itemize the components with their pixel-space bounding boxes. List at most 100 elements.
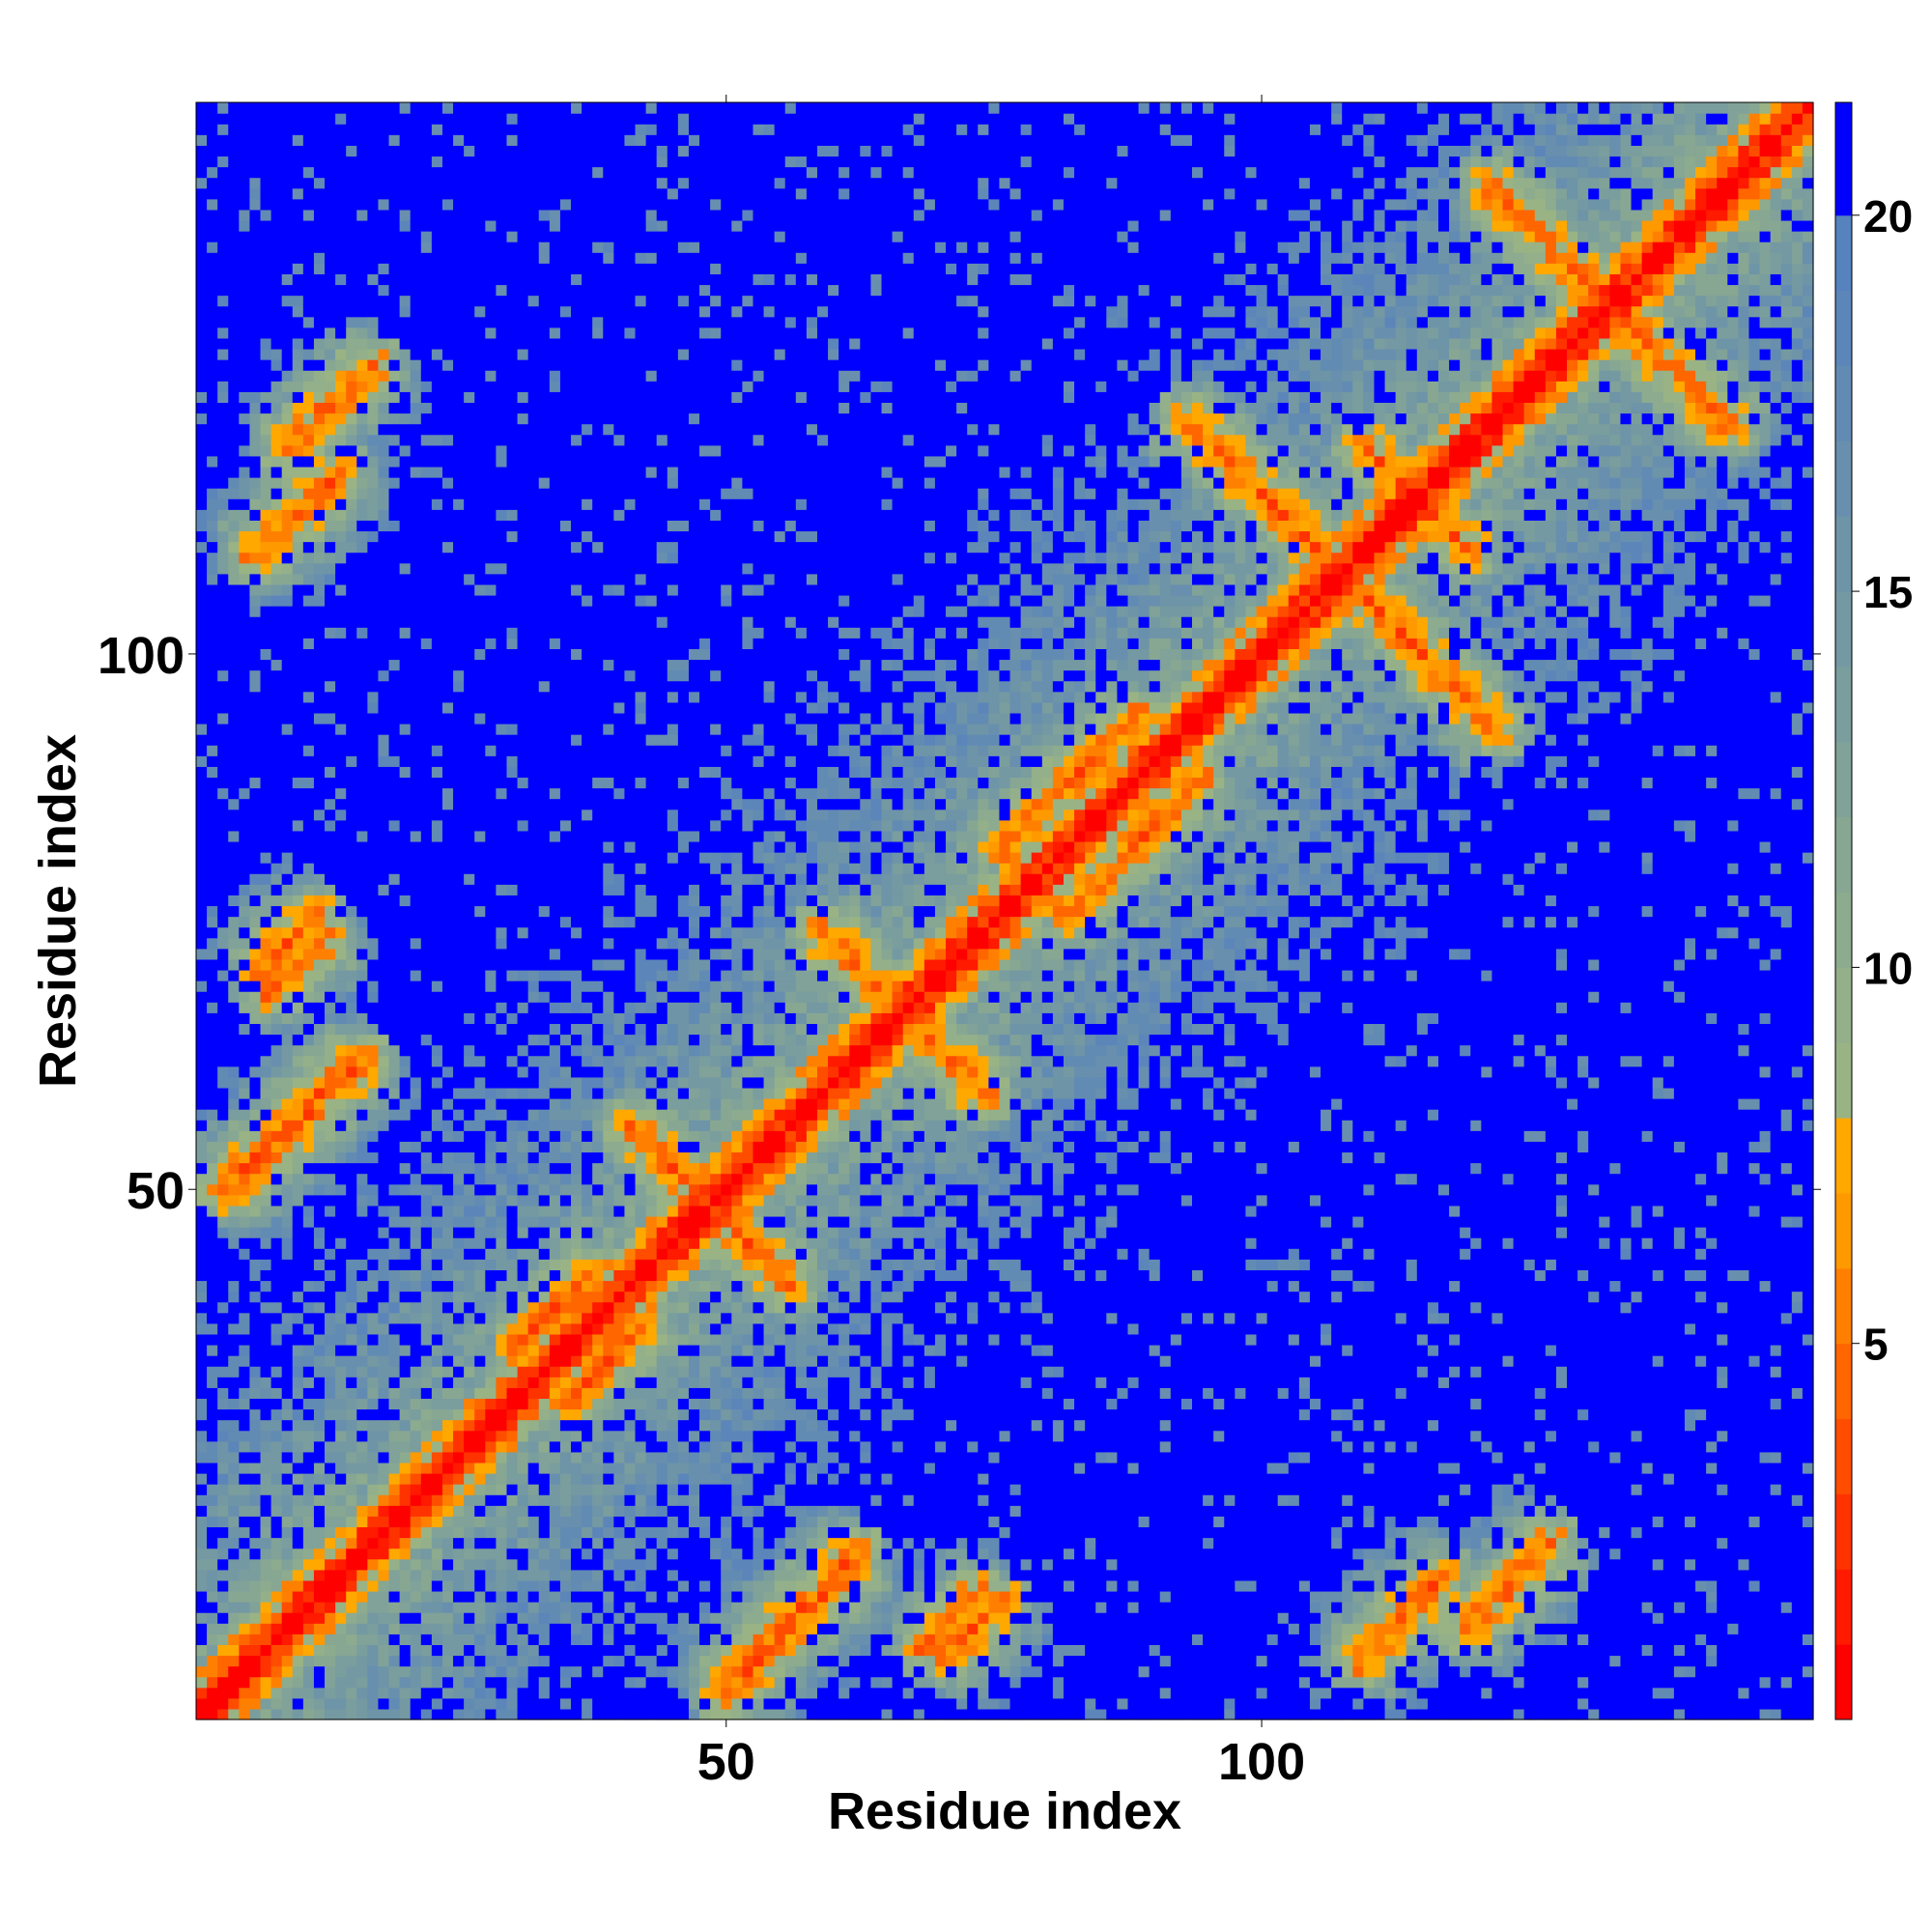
heatmap-cell <box>281 884 294 895</box>
heatmap-cell <box>485 1248 497 1260</box>
heatmap-cell <box>464 616 475 628</box>
heatmap-cell <box>196 1602 208 1613</box>
heatmap-cell <box>485 305 497 318</box>
heatmap-cell <box>260 1344 272 1356</box>
heatmap-cell <box>378 1120 390 1131</box>
heatmap-cell <box>217 627 229 639</box>
heatmap-cell <box>260 1408 272 1421</box>
heatmap-cell <box>538 648 551 661</box>
heatmap-cell <box>302 659 315 671</box>
heatmap-cell <box>420 1602 433 1613</box>
heatmap-cell <box>464 423 475 436</box>
heatmap-cell <box>356 134 368 146</box>
heatmap-cell <box>346 1579 357 1592</box>
heatmap-cell <box>281 252 294 264</box>
heatmap-cell <box>410 1537 422 1549</box>
heatmap-cell <box>367 1451 380 1463</box>
heatmap-cell <box>464 787 475 800</box>
heatmap-cell <box>378 1687 390 1699</box>
heatmap-cell <box>420 1012 433 1025</box>
heatmap-cell <box>388 895 401 907</box>
heatmap-cell <box>441 1322 454 1335</box>
heatmap-cell <box>378 316 390 328</box>
heatmap-cell <box>388 627 401 639</box>
heatmap-cell <box>420 583 433 596</box>
heatmap-cell <box>239 969 251 981</box>
heatmap-cell <box>249 370 262 382</box>
heatmap-cell <box>485 381 497 392</box>
heatmap-cell <box>313 273 326 286</box>
heatmap-cell <box>388 1333 401 1346</box>
heatmap-cell <box>292 755 304 767</box>
heatmap-cell <box>302 1634 315 1645</box>
heatmap-cell <box>441 1183 454 1196</box>
heatmap-cell <box>270 488 283 499</box>
heatmap-cell <box>346 466 357 478</box>
heatmap-cell <box>464 809 475 821</box>
heatmap-cell <box>399 1076 412 1089</box>
heatmap-cell <box>485 1227 497 1238</box>
heatmap-cell <box>527 1366 540 1378</box>
heatmap-cell <box>302 1623 315 1634</box>
heatmap-cell <box>527 391 540 404</box>
heatmap-cell <box>485 691 497 703</box>
heatmap-cell <box>249 573 262 585</box>
heatmap-cell <box>464 937 475 950</box>
heatmap-cell <box>335 680 347 693</box>
heatmap-cell <box>302 1526 315 1539</box>
heatmap-cell <box>378 209 390 221</box>
heatmap-cell <box>517 1162 529 1175</box>
heatmap-cell <box>228 969 240 981</box>
heatmap-cell <box>453 1419 465 1432</box>
heatmap-cell <box>281 1687 294 1699</box>
heatmap-cell <box>410 1109 422 1121</box>
heatmap-cell <box>302 1291 315 1303</box>
heatmap-cell <box>313 1494 326 1506</box>
heatmap-cell <box>325 1034 336 1046</box>
heatmap-cell <box>302 852 315 864</box>
heatmap-cell <box>464 1687 475 1699</box>
heatmap-cell <box>313 1623 326 1634</box>
heatmap-cell <box>474 348 486 360</box>
heatmap-cell <box>441 187 454 200</box>
heatmap-cell <box>217 1505 229 1517</box>
heatmap-cell <box>388 723 401 735</box>
heatmap-cell <box>260 905 272 918</box>
heatmap-cell <box>517 1623 529 1634</box>
heatmap-cell <box>367 562 380 575</box>
heatmap-cell <box>410 1087 422 1099</box>
heatmap-cell <box>517 1130 529 1142</box>
heatmap-cell <box>302 305 315 318</box>
heatmap-cell <box>410 766 422 779</box>
heatmap-cell <box>453 840 465 853</box>
heatmap-cell <box>496 1044 508 1057</box>
heatmap-cell <box>281 1109 294 1121</box>
heatmap-cell <box>270 1312 283 1324</box>
heatmap-cell <box>527 348 540 360</box>
heatmap-cell <box>517 1516 529 1528</box>
heatmap-cell <box>441 1430 454 1442</box>
heatmap-cell <box>441 1366 454 1378</box>
heatmap-cell <box>313 1579 326 1592</box>
heatmap-cell <box>441 466 454 478</box>
heatmap-cell <box>496 1419 508 1432</box>
heatmap-cell <box>378 198 390 211</box>
heatmap-cell <box>281 573 294 585</box>
heatmap-cell <box>399 691 412 703</box>
heatmap-cell <box>388 113 401 125</box>
heatmap-cell <box>517 1537 529 1549</box>
heatmap-cell <box>196 777 208 789</box>
heatmap-cell <box>335 187 347 200</box>
heatmap-cell <box>325 606 336 617</box>
heatmap-cell <box>217 1387 229 1400</box>
heatmap-cell <box>346 348 357 360</box>
heatmap-cell <box>485 263 497 274</box>
heatmap-cell <box>356 1377 368 1388</box>
heatmap-cell <box>441 905 454 918</box>
heatmap-cell <box>378 1623 390 1634</box>
heatmap-cell <box>485 166 497 179</box>
heatmap-cell <box>453 509 465 521</box>
heatmap-cell <box>217 359 229 371</box>
heatmap-cell <box>346 156 357 168</box>
heatmap-cell <box>464 1162 475 1175</box>
